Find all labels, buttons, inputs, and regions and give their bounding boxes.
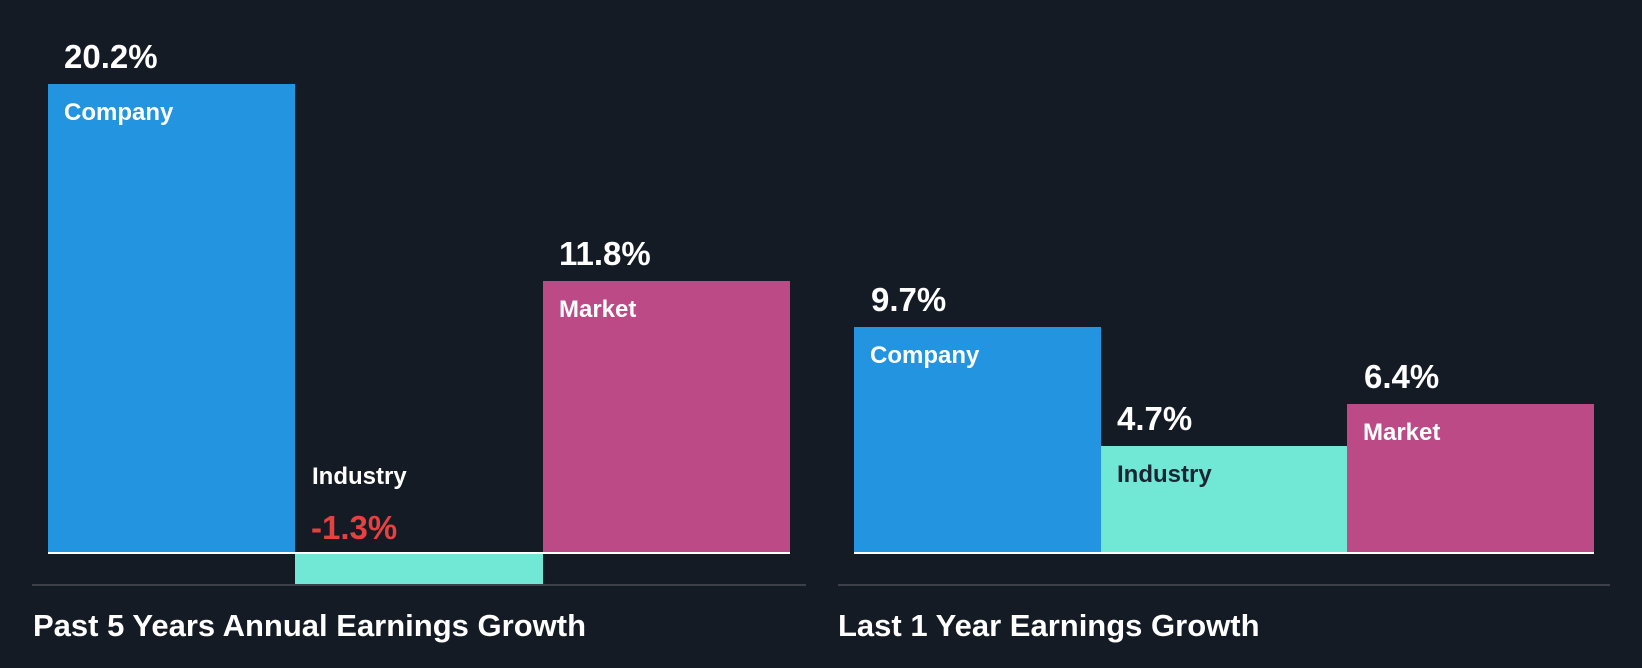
industry-value: -1.3% [311, 509, 398, 546]
chart-title: Past 5 Years Annual Earnings Growth [33, 608, 587, 643]
company-value: 9.7% [871, 281, 947, 318]
market-value: 6.4% [1364, 358, 1440, 395]
zero-baseline [295, 552, 543, 554]
industry-label: Industry [1117, 461, 1212, 488]
chart-title: Last 1 Year Earnings Growth [838, 608, 1260, 643]
axis-divider [32, 584, 806, 586]
axis-divider [838, 584, 1610, 586]
industry-bar [295, 554, 543, 584]
company-bar: Company [48, 84, 295, 552]
industry-bar: Industry [1101, 446, 1347, 552]
company-label: Company [64, 99, 174, 126]
industry-label: Industry [312, 463, 407, 490]
market-label: Market [559, 296, 637, 323]
market-label: Market [1363, 419, 1441, 446]
market-bar: Market [1347, 404, 1594, 552]
past-5-years-chart: 20.2% Company Industry -1.3% 11.8% Marke… [32, 38, 806, 643]
zero-baseline [543, 552, 790, 554]
market-bar: Market [543, 281, 790, 552]
company-value: 20.2% [64, 38, 158, 75]
industry-value: 4.7% [1117, 400, 1193, 437]
zero-baseline [854, 552, 1594, 554]
company-bar: Company [854, 327, 1101, 552]
zero-baseline [48, 552, 295, 554]
company-label: Company [870, 342, 980, 369]
market-value: 11.8% [559, 235, 651, 272]
